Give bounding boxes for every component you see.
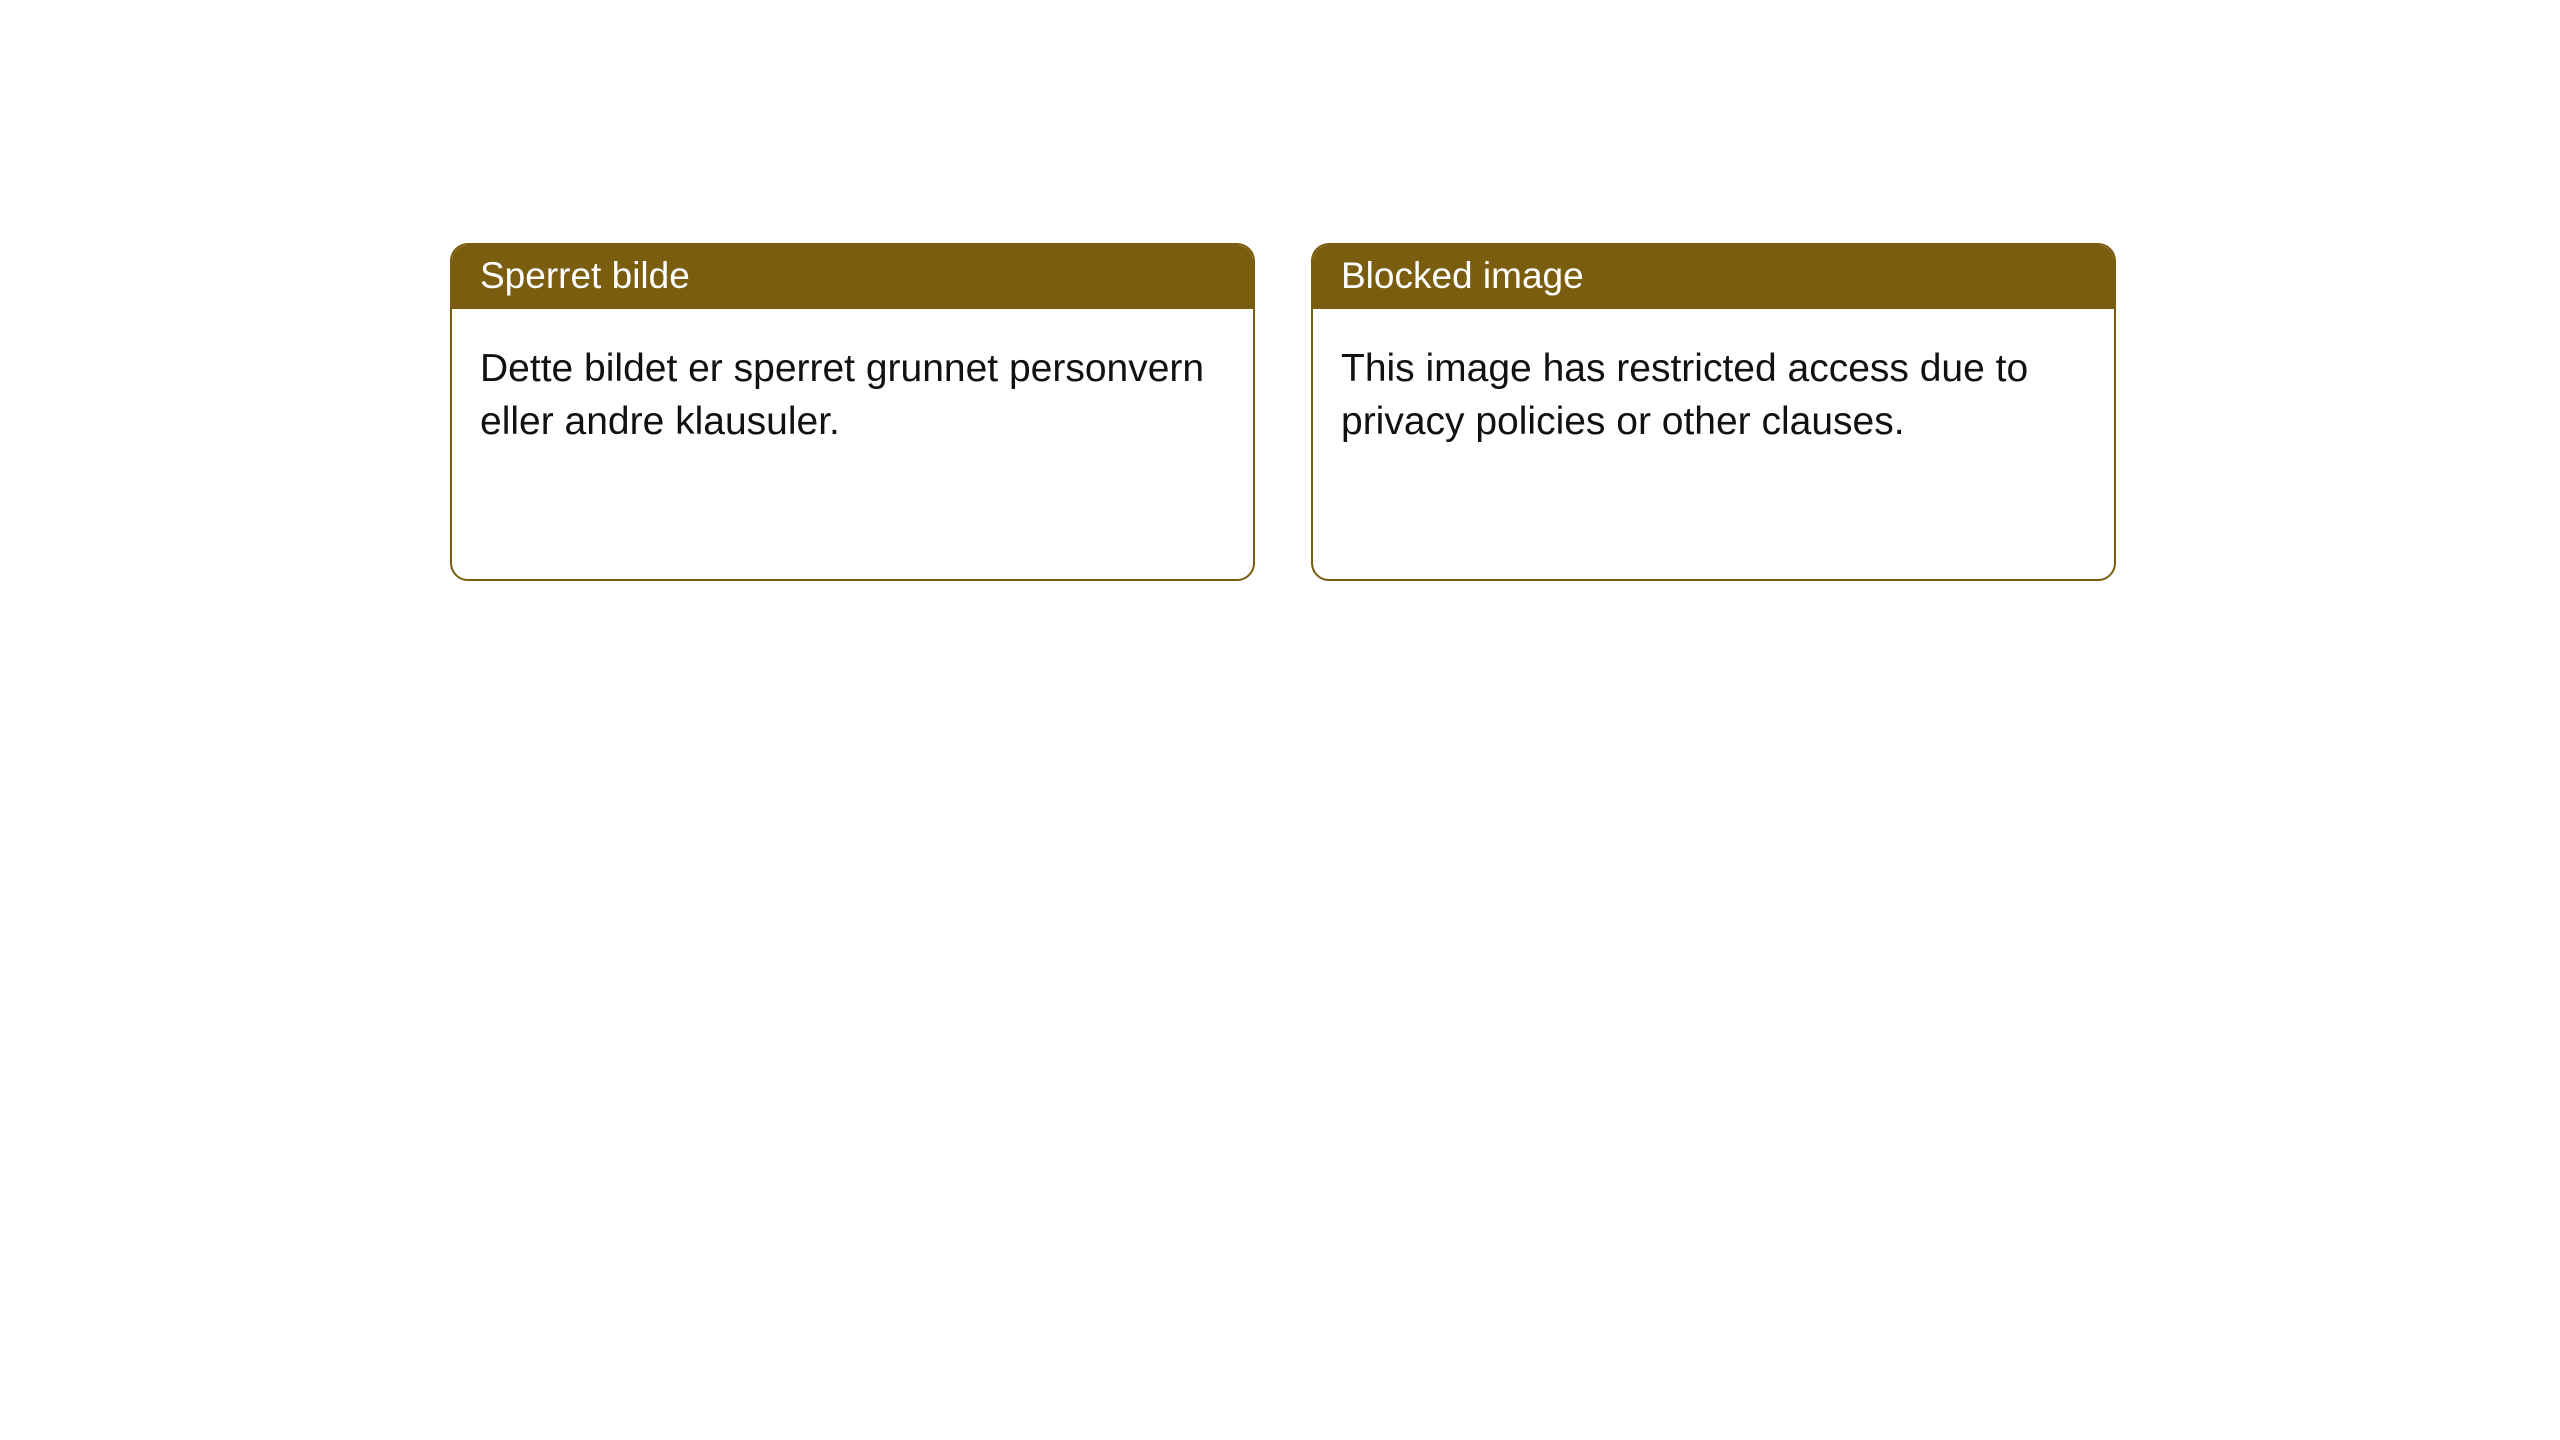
notice-container: Sperret bilde Dette bildet er sperret gr… — [0, 0, 2560, 581]
notice-card-english: Blocked image This image has restricted … — [1311, 243, 2116, 581]
notice-card-norwegian: Sperret bilde Dette bildet er sperret gr… — [450, 243, 1255, 581]
notice-card-body: Dette bildet er sperret grunnet personve… — [452, 309, 1253, 579]
notice-card-text: Dette bildet er sperret grunnet personve… — [480, 347, 1204, 443]
notice-card-title: Sperret bilde — [480, 255, 690, 296]
notice-card-body: This image has restricted access due to … — [1313, 309, 2114, 579]
notice-card-text: This image has restricted access due to … — [1341, 347, 2028, 443]
notice-card-header: Sperret bilde — [452, 245, 1253, 309]
notice-card-title: Blocked image — [1341, 255, 1584, 296]
notice-card-header: Blocked image — [1313, 245, 2114, 309]
